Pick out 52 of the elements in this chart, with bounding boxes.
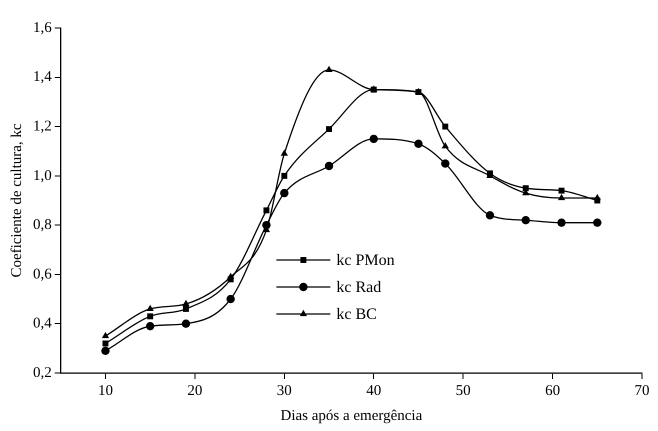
y-tick-label: 1,4 [33, 69, 52, 86]
point [263, 207, 270, 214]
point [441, 159, 450, 168]
point [182, 300, 190, 306]
point [182, 306, 189, 312]
point [262, 220, 271, 230]
y-tick-label: 1,2 [33, 118, 52, 135]
x-tick-label: 60 [545, 382, 560, 399]
point [557, 218, 566, 227]
x-axis-title: Dias após a emergência [280, 408, 423, 424]
point [147, 313, 154, 320]
x-tick-label: 10 [98, 382, 113, 399]
legend-label: kc Rad [336, 279, 382, 296]
y-tick-label: 0,4 [33, 316, 52, 332]
legend-label: kc BC [336, 306, 377, 324]
y-tick-label: 0,6 [33, 266, 52, 282]
point [102, 332, 110, 338]
point [102, 340, 108, 346]
point [280, 149, 288, 156]
point [442, 142, 449, 148]
point [228, 276, 234, 282]
point [101, 346, 110, 356]
y-tick-label: 0,8 [33, 217, 52, 234]
legend-label: kc PMon [336, 252, 395, 270]
point [522, 185, 529, 192]
x-tick-label: 20 [187, 382, 202, 399]
point [594, 198, 600, 204]
point [226, 294, 235, 304]
point [558, 188, 564, 194]
y-tick-label: 1,6 [33, 20, 52, 36]
x-tick-label: 70 [634, 382, 650, 399]
x-tick-label: 50 [456, 382, 471, 399]
point [370, 134, 378, 144]
point [280, 188, 289, 198]
y-tick-label: 0,2 [33, 364, 52, 381]
point [146, 304, 154, 312]
x-tick-label: 40 [366, 382, 382, 399]
point [593, 218, 602, 227]
point [558, 194, 566, 200]
y-tick-label: 1,0 [33, 168, 52, 184]
point [486, 211, 494, 220]
point [414, 140, 423, 148]
point [182, 320, 190, 328]
y-axis-title: Coeficiente de cultura, kc [8, 123, 25, 278]
point [146, 322, 154, 330]
point [326, 126, 332, 132]
x-tick-label: 30 [276, 382, 292, 399]
point [281, 172, 288, 179]
point [324, 162, 334, 170]
point [522, 216, 530, 224]
point [442, 124, 448, 130]
point [325, 66, 333, 72]
